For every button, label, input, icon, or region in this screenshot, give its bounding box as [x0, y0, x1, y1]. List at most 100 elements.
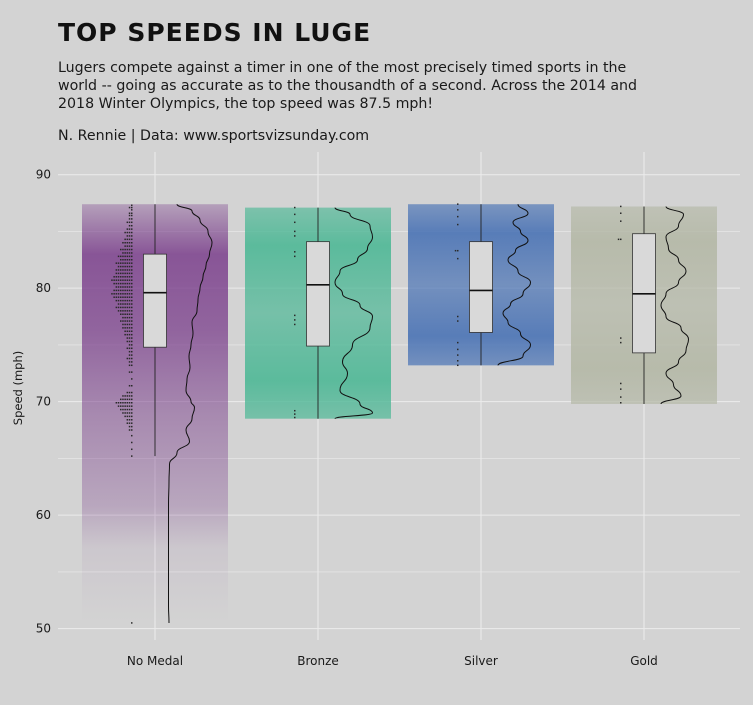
data-point [124, 303, 126, 305]
data-point [131, 265, 133, 268]
data-point [122, 272, 124, 275]
data-point [120, 310, 122, 312]
data-point [117, 296, 120, 298]
data-point [122, 320, 124, 322]
data-point [131, 310, 133, 312]
x-tick-label: No Medal [127, 654, 183, 668]
data-point [122, 262, 124, 264]
x-tick-label: Bronze [297, 654, 339, 668]
data-point [126, 265, 129, 268]
data-point [117, 310, 120, 312]
data-point [126, 262, 129, 264]
data-point [122, 303, 124, 305]
data-point [115, 262, 118, 264]
density-curve [168, 203, 213, 623]
data-point [124, 296, 126, 298]
data-point [294, 235, 296, 237]
data-point [115, 306, 118, 309]
data-point [131, 419, 133, 421]
data-point [126, 405, 129, 407]
data-point [128, 415, 131, 418]
data-point [115, 282, 118, 285]
data-point [131, 395, 133, 397]
data-point [457, 354, 459, 356]
data-point [111, 293, 113, 295]
data-point [124, 272, 126, 275]
data-point [620, 238, 622, 241]
data-point [124, 262, 126, 264]
data-point [128, 395, 131, 397]
data-point [128, 347, 131, 350]
data-point [620, 402, 622, 404]
data-point [131, 279, 133, 281]
data-point [620, 396, 622, 398]
data-point [126, 422, 129, 424]
y-tick-label: 80 [36, 281, 51, 295]
data-point [128, 429, 131, 431]
data-point [457, 209, 459, 211]
data-point [124, 289, 126, 292]
data-point [120, 303, 122, 305]
data-point [117, 262, 120, 264]
data-point [117, 265, 120, 268]
data-point [131, 412, 133, 414]
data-point [294, 409, 296, 412]
data-point [117, 269, 120, 271]
data-point [122, 405, 124, 407]
data-point [117, 255, 120, 258]
data-point [113, 293, 115, 295]
data-point [120, 259, 122, 261]
data-point [131, 364, 133, 367]
data-point [120, 279, 122, 281]
data-point [131, 299, 133, 302]
data-point [113, 276, 115, 278]
data-point [128, 286, 131, 288]
data-point [128, 316, 131, 319]
data-point [126, 320, 129, 322]
data-point [128, 303, 131, 305]
data-point [120, 255, 122, 258]
data-point [131, 448, 133, 451]
data-point [457, 215, 459, 218]
data-point [131, 337, 133, 339]
data-point [124, 316, 126, 319]
data-point [117, 289, 120, 292]
data-point [115, 296, 118, 298]
data-point [122, 282, 124, 285]
data-point [294, 314, 296, 317]
data-point [126, 296, 129, 298]
data-point [128, 350, 131, 353]
data-point [126, 241, 129, 244]
data-point [131, 357, 133, 360]
data-point [294, 319, 296, 321]
data-point [124, 408, 126, 411]
data-point [128, 419, 131, 421]
data-point [128, 282, 131, 285]
data-point [126, 310, 129, 312]
data-point [294, 221, 296, 224]
data-point [131, 235, 133, 237]
data-point [126, 286, 129, 288]
data-point [117, 276, 120, 278]
data-point [131, 434, 133, 437]
data-point [128, 412, 131, 414]
data-point [128, 340, 131, 343]
data-point [122, 252, 124, 254]
data-point [124, 286, 126, 288]
data-point [117, 279, 120, 281]
data-point [126, 408, 129, 411]
data-point [122, 296, 124, 298]
data-point [120, 313, 122, 315]
data-point [128, 289, 131, 292]
data-point [122, 286, 124, 288]
data-point [120, 405, 122, 407]
data-point [122, 241, 124, 244]
data-point [122, 255, 124, 258]
data-point [128, 245, 131, 247]
data-point [126, 231, 129, 234]
data-point [131, 350, 133, 353]
data-point [124, 241, 126, 244]
density-curve [497, 204, 532, 366]
data-point [128, 320, 131, 322]
